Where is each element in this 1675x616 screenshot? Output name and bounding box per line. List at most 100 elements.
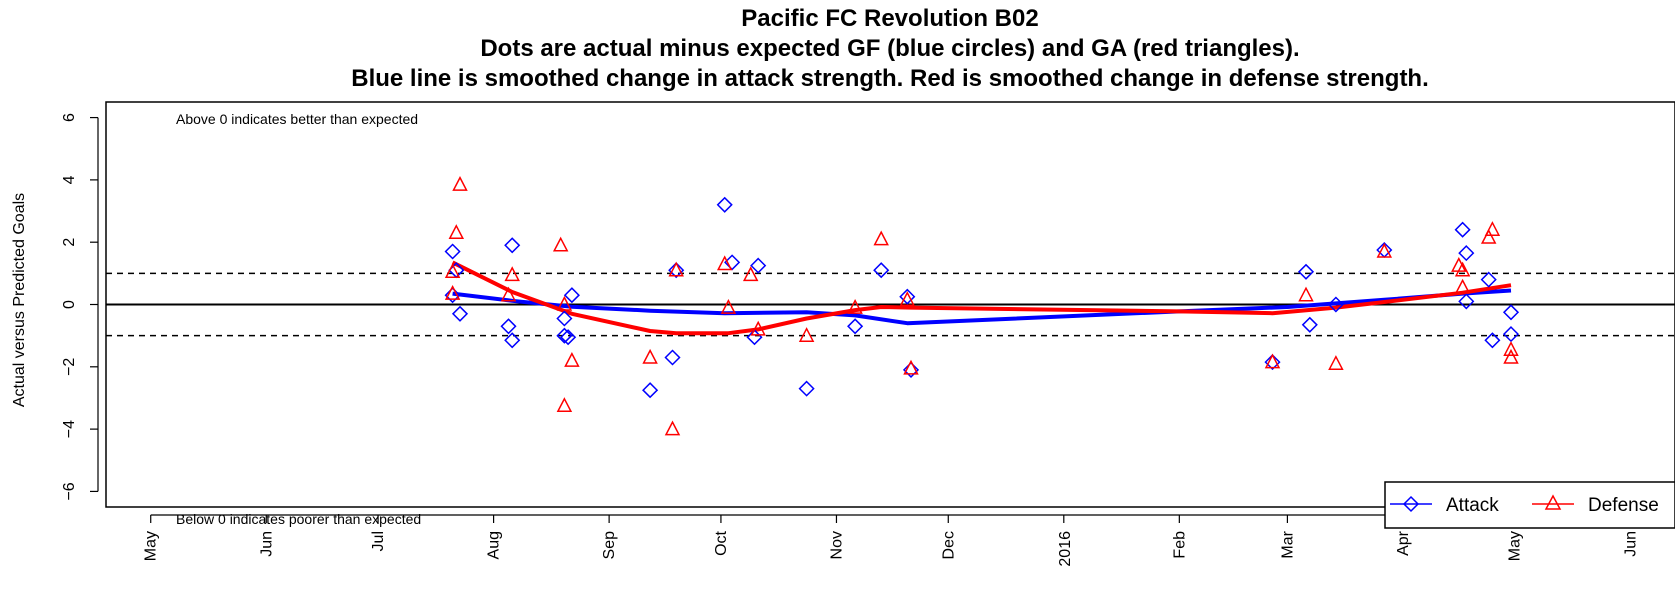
defense-point — [556, 295, 573, 311]
attack-point — [1458, 245, 1475, 262]
attack-point — [560, 329, 577, 346]
y-tick-label: 2 — [61, 238, 78, 247]
smoothed-line-attack — [452, 288, 1512, 326]
chart-title: Pacific FC Revolution B02 — [741, 5, 1038, 32]
legend: Attack Defense — [1384, 481, 1675, 529]
defense-point — [1503, 341, 1519, 356]
x-tick-label: Dec — [940, 531, 957, 559]
y-tick-label: −2 — [61, 358, 78, 376]
attack-point — [1480, 271, 1497, 288]
data-points — [444, 175, 1520, 436]
y-tick-label: 0 — [61, 300, 78, 309]
defense-point — [720, 298, 737, 314]
attack-point — [1264, 354, 1281, 371]
defense-point — [750, 320, 766, 336]
y-tick-label: −6 — [61, 482, 78, 500]
x-tick-label: Apr — [1395, 530, 1412, 556]
defense-point — [1454, 261, 1471, 277]
attack-point — [716, 196, 733, 213]
attack-point — [1502, 326, 1520, 343]
defense-point — [873, 230, 889, 246]
attack-point — [504, 332, 521, 349]
attack-point — [1301, 316, 1318, 333]
attack-point — [668, 262, 685, 279]
defense-point — [1503, 348, 1519, 364]
legend-defense-label: Defense — [1588, 495, 1659, 516]
y-axis-label: Actual versus Predicted Goals — [11, 193, 28, 407]
attack-point — [1297, 263, 1315, 280]
attack-point — [873, 262, 890, 279]
defense-point — [1298, 286, 1314, 302]
attack-point — [642, 382, 659, 399]
annotation-above-zero: Above 0 indicates better than expected — [176, 111, 418, 127]
attack-point — [556, 310, 573, 327]
reference-lines — [106, 272, 1675, 337]
defense-point — [847, 298, 863, 314]
defense-point — [1454, 278, 1471, 294]
defense-point — [504, 266, 520, 282]
attack-point — [1502, 304, 1520, 321]
legend-attack-diamond-icon — [1402, 495, 1420, 513]
x-tick-label: Aug — [486, 531, 503, 559]
attack-point — [1327, 296, 1344, 313]
defense-point — [452, 175, 468, 191]
attack-point — [902, 361, 920, 378]
legend-box — [1384, 481, 1675, 529]
x-axis: May Jun Jul Aug Sep Oct Nov Dec 2016 Feb Mar Apr May… — [143, 514, 1639, 567]
defense-point — [1484, 221, 1501, 236]
defense-point — [1328, 355, 1344, 370]
y-tick-label: 6 — [61, 113, 78, 122]
defense-point — [552, 236, 569, 252]
defense-point — [798, 327, 815, 342]
attack-point — [444, 287, 461, 304]
smoothed-line-defense — [451, 260, 1512, 336]
y-tick-label: −4 — [61, 420, 78, 438]
chart-subtitle-line-1: Dots are actual minus expected GF (blue … — [480, 35, 1299, 62]
x-tick-label: Jul — [370, 531, 387, 551]
attack-point — [724, 254, 741, 271]
x-tick-label: Jun — [258, 531, 275, 557]
attack-point — [1454, 221, 1471, 238]
defense-point — [500, 286, 517, 302]
x-tick-label: 2016 — [1057, 531, 1074, 567]
x-tick-label: May — [143, 531, 160, 561]
attack-point — [563, 287, 580, 304]
defense-point — [899, 291, 916, 307]
chart-subtitle-line-2: Blue line is smoothed change in attack s… — [351, 65, 1429, 92]
legend-defense-triangle-icon — [1544, 494, 1562, 510]
attack-point — [451, 305, 469, 322]
defense-point — [668, 261, 684, 277]
attack-point — [1484, 332, 1501, 349]
x-tick-label: Oct — [713, 530, 730, 555]
annotation-below-zero: Below 0 indicates poorer than expected — [176, 511, 421, 527]
defense-point — [903, 359, 919, 375]
defense-point — [564, 351, 580, 367]
attack-point — [847, 318, 864, 335]
defense-point — [448, 224, 465, 240]
defense-point — [1264, 353, 1281, 369]
smoothed-lines — [451, 260, 1512, 336]
y-axis: −6 −4 −2 0 2 4 6 — [61, 113, 99, 501]
legend-attack-label: Attack — [1446, 495, 1499, 516]
defense-point — [444, 284, 461, 300]
plot-frame — [105, 101, 1675, 508]
attack-point — [798, 380, 815, 397]
defense-point — [716, 255, 733, 271]
attack-point — [504, 237, 521, 254]
x-tick-label: Mar — [1279, 530, 1296, 558]
defense-point — [664, 420, 681, 436]
attack-point — [444, 243, 461, 260]
x-tick-label: Sep — [601, 531, 618, 560]
defense-point — [556, 397, 573, 413]
y-tick-label: 4 — [61, 175, 78, 184]
defense-point — [1480, 228, 1497, 244]
attack-point — [750, 257, 767, 274]
x-tick-label: Nov — [828, 531, 845, 559]
attack-point — [556, 327, 573, 344]
defense-point — [444, 263, 461, 279]
attack-point — [664, 349, 681, 366]
attack-point — [1458, 293, 1475, 310]
defense-point — [642, 348, 658, 364]
x-tick-label: Feb — [1171, 531, 1188, 559]
